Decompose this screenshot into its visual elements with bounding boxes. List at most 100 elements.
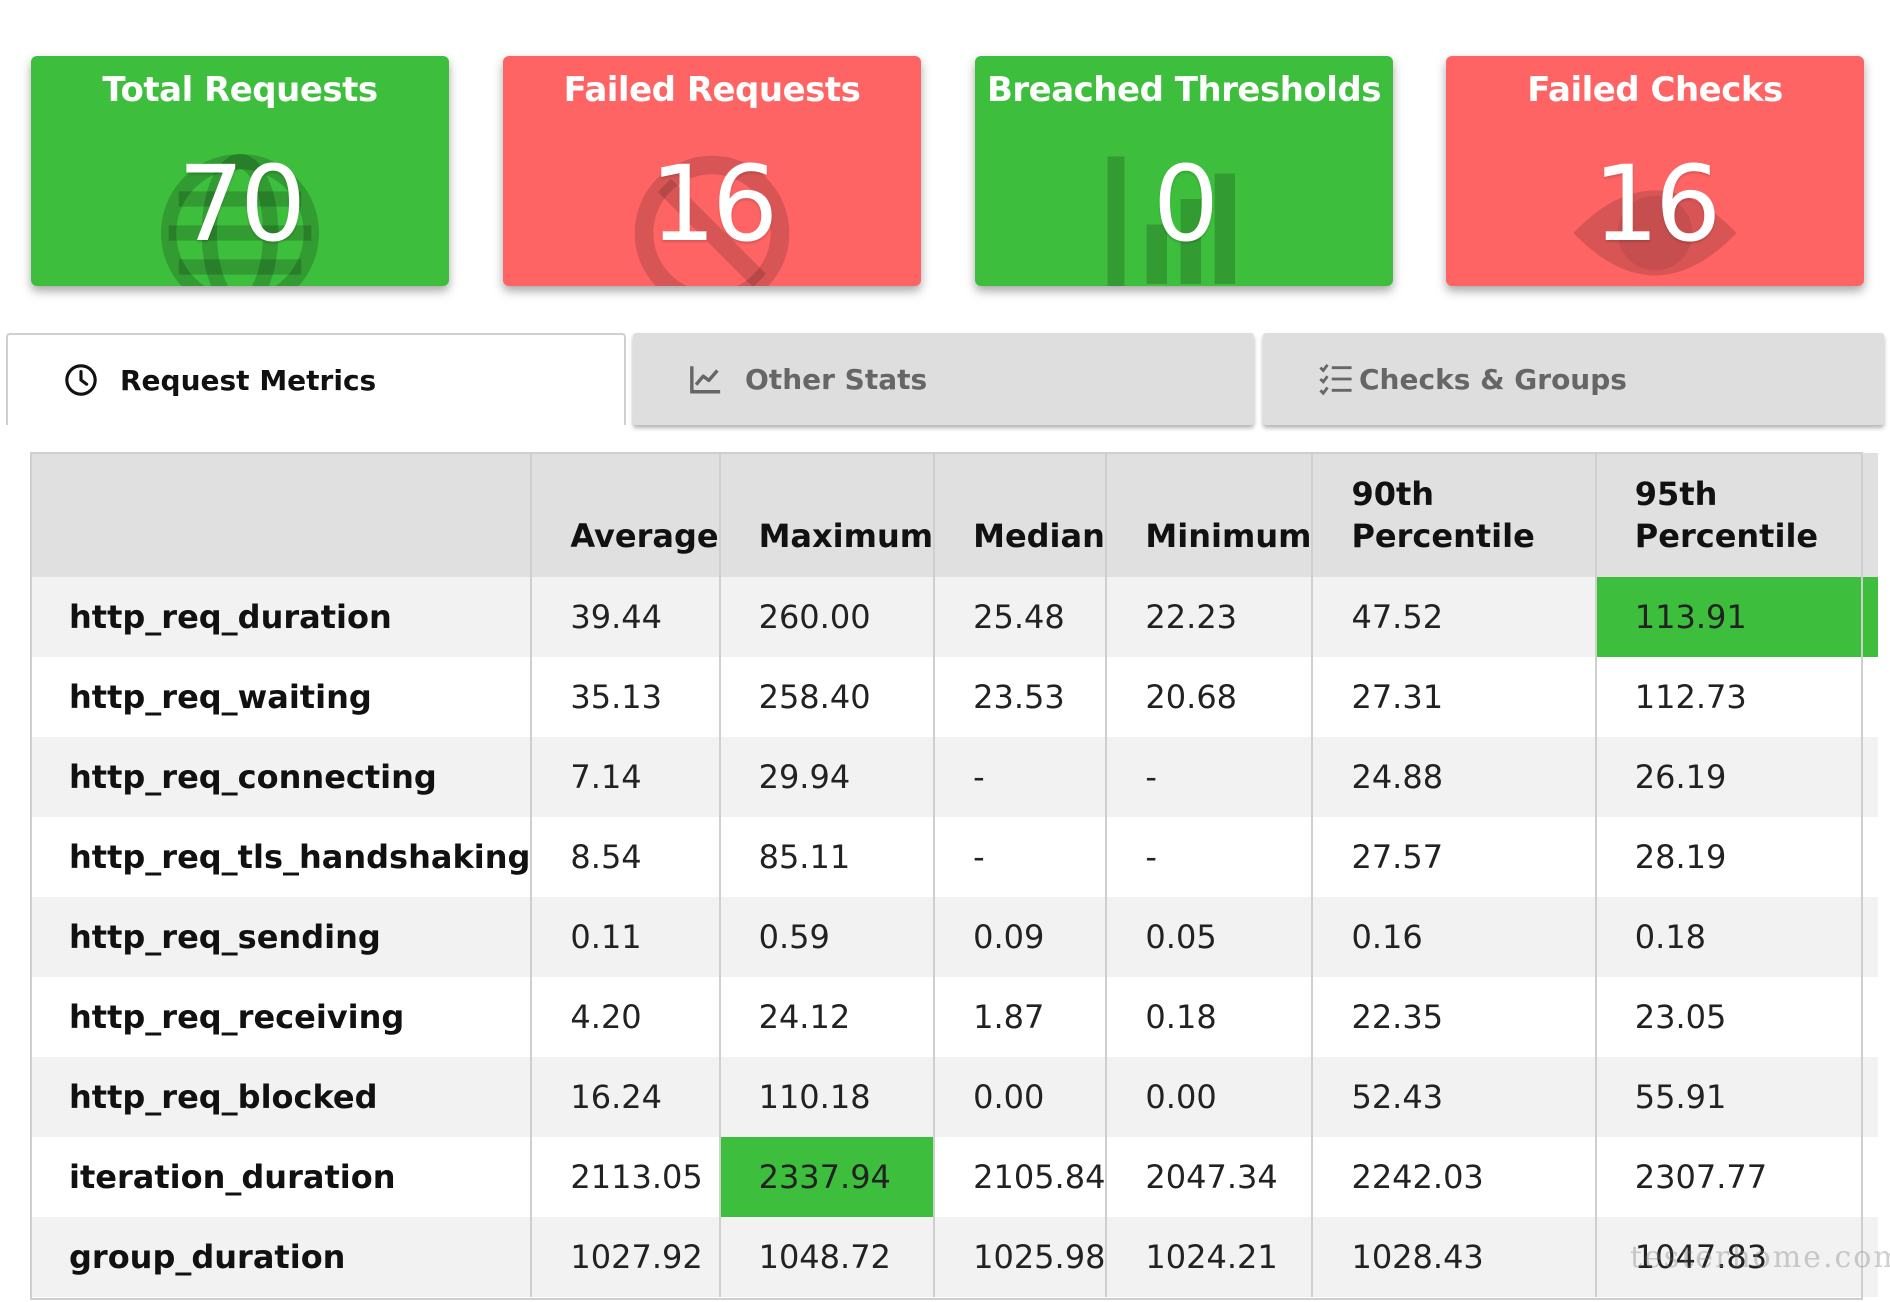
cell-p95: 1047.83 [1634, 1238, 1768, 1276]
cell-minimum: - [1106, 817, 1314, 897]
cell-p95-highlighted: 113.91 [1595, 577, 1879, 657]
cell-median: 25.48 [934, 577, 1108, 657]
globe-icon [160, 153, 320, 286]
header-average: Average [531, 453, 721, 577]
metric-name: http_req_blocked [31, 1057, 533, 1137]
cell-average: 39.44 [531, 577, 721, 657]
cell-p95: 112.73 [1634, 678, 1747, 716]
metric-name: http_req_connecting [31, 737, 533, 817]
tab-other-stats[interactable]: Other Stats [633, 333, 1254, 425]
cell-minimum: 1024.21 [1106, 1217, 1314, 1297]
card-value: 16 [649, 143, 778, 265]
metric-name: group_duration [31, 1217, 533, 1297]
table-row: iteration_duration 2113.05 2337.94 2105.… [31, 1137, 1879, 1217]
header-median: Median [934, 453, 1108, 577]
cell-p90: 27.57 [1312, 817, 1597, 897]
eye-icon [1573, 190, 1737, 276]
metrics-table: Average Maximum Median Minimum 90th Perc… [31, 453, 1879, 1297]
cell-median: 1.87 [934, 977, 1108, 1057]
header-maximum: Maximum [719, 453, 936, 577]
cell-p95: 23.05 [1634, 998, 1727, 1036]
card-total-requests: Total Requests 70 [31, 56, 449, 286]
cell-median: 2105.84 [934, 1137, 1108, 1217]
card-title: Failed Checks [1527, 70, 1783, 110]
metric-name: http_req_sending [31, 897, 533, 977]
metric-name: http_req_duration [31, 577, 533, 657]
card-title: Failed Requests [563, 70, 861, 110]
cell-maximum: 85.11 [719, 817, 936, 897]
checklist-icon [1319, 363, 1352, 396]
cell-average: 0.11 [531, 897, 721, 977]
card-value: 16 [1592, 143, 1721, 265]
cell-maximum: 258.40 [719, 657, 936, 737]
cell-average: 8.54 [531, 817, 721, 897]
table-row: http_req_receiving 4.20 24.12 1.87 0.18 … [31, 977, 1879, 1057]
header-minimum: Minimum [1106, 453, 1314, 577]
cell-minimum: 0.00 [1106, 1057, 1314, 1137]
cell-p95: 55.91 [1634, 1078, 1727, 1116]
cell-median: - [934, 737, 1108, 817]
header-name [31, 453, 533, 577]
cell-maximum: 260.00 [719, 577, 936, 657]
table-row: http_req_waiting 35.13 258.40 23.53 20.6… [31, 657, 1879, 737]
table-row: http_req_duration 39.44 260.00 25.48 22.… [31, 577, 1879, 657]
ban-icon [634, 155, 790, 286]
cell-p90: 2242.03 [1312, 1137, 1597, 1217]
cell-minimum: 0.18 [1106, 977, 1314, 1057]
table-row: http_req_connecting 7.14 29.94 - - 24.88… [31, 737, 1879, 817]
cell-p90: 22.35 [1312, 977, 1597, 1057]
cell-maximum: 24.12 [719, 977, 936, 1057]
cell-minimum: 20.68 [1106, 657, 1314, 737]
chart-icon [1107, 156, 1235, 286]
metric-name: http_req_tls_handshaking [31, 817, 533, 897]
cell-minimum: - [1106, 737, 1314, 817]
header-p90: 90th Percentile [1312, 453, 1597, 577]
cell-average: 16.24 [531, 1057, 721, 1137]
cell-median: 23.53 [934, 657, 1108, 737]
card-failed-checks: Failed Checks 16 [1446, 56, 1864, 286]
cell-maximum: 29.94 [719, 737, 936, 817]
cell-maximum: 0.59 [719, 897, 936, 977]
cell-average: 1027.92 [531, 1217, 721, 1297]
watermark: testerhome.com [1630, 1240, 1890, 1275]
metric-name: iteration_duration [31, 1137, 533, 1217]
table-header-row: Average Maximum Median Minimum 90th Perc… [31, 453, 1879, 577]
cell-p95: 26.19 [1634, 758, 1727, 796]
tab-label: Checks & Groups [1359, 362, 1627, 396]
cell-average: 7.14 [531, 737, 721, 817]
cell-p90: 24.88 [1312, 737, 1597, 817]
line-chart-icon [690, 366, 721, 394]
cell-median: 0.00 [934, 1057, 1108, 1137]
card-breached-thresholds: Breached Thresholds 0 [975, 56, 1393, 286]
tab-request-metrics[interactable]: Request Metrics [6, 333, 626, 425]
card-failed-requests: Failed Requests 16 [503, 56, 921, 286]
cell-median: - [934, 817, 1108, 897]
table-row: http_req_tls_handshaking 8.54 85.11 - - … [31, 817, 1879, 897]
metric-name: http_req_receiving [31, 977, 533, 1057]
cell-median: 0.09 [934, 897, 1108, 977]
cell-p95: 2307.77 [1634, 1158, 1768, 1196]
cell-p90: 27.31 [1312, 657, 1597, 737]
table-row: http_req_blocked 16.24 110.18 0.00 0.00 … [31, 1057, 1879, 1137]
clock-icon [65, 364, 97, 396]
cell-maximum: 110.18 [719, 1057, 936, 1137]
tab-checks-groups[interactable]: Checks & Groups [1263, 333, 1884, 425]
header-p95: 95th Percentile [1634, 475, 1819, 555]
cell-minimum: 22.23 [1106, 577, 1314, 657]
cell-minimum: 0.05 [1106, 897, 1314, 977]
table-row: http_req_sending 0.11 0.59 0.09 0.05 0.1… [31, 897, 1879, 977]
table-row: group_duration 1027.92 1048.72 1025.98 1… [31, 1217, 1879, 1297]
cell-p90: 52.43 [1312, 1057, 1597, 1137]
cell-minimum: 2047.34 [1106, 1137, 1314, 1217]
card-title: Total Requests [102, 70, 378, 110]
cell-average: 2113.05 [531, 1137, 721, 1217]
card-value: 70 [177, 143, 306, 265]
cell-maximum: 1048.72 [719, 1217, 936, 1297]
cell-p90: 1028.43 [1312, 1217, 1597, 1297]
cell-median: 1025.98 [934, 1217, 1108, 1297]
cell-p90: 47.52 [1312, 577, 1597, 657]
cell-average: 4.20 [531, 977, 721, 1057]
cell-p95: 28.19 [1634, 838, 1727, 876]
cell-average: 35.13 [531, 657, 721, 737]
cell-maximum-highlighted: 2337.94 [719, 1137, 936, 1217]
